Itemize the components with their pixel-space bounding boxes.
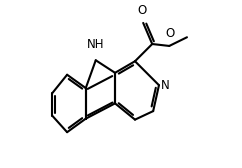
Text: NH: NH: [87, 38, 105, 51]
Text: N: N: [161, 79, 170, 92]
Text: O: O: [166, 27, 175, 40]
Text: O: O: [138, 4, 147, 16]
